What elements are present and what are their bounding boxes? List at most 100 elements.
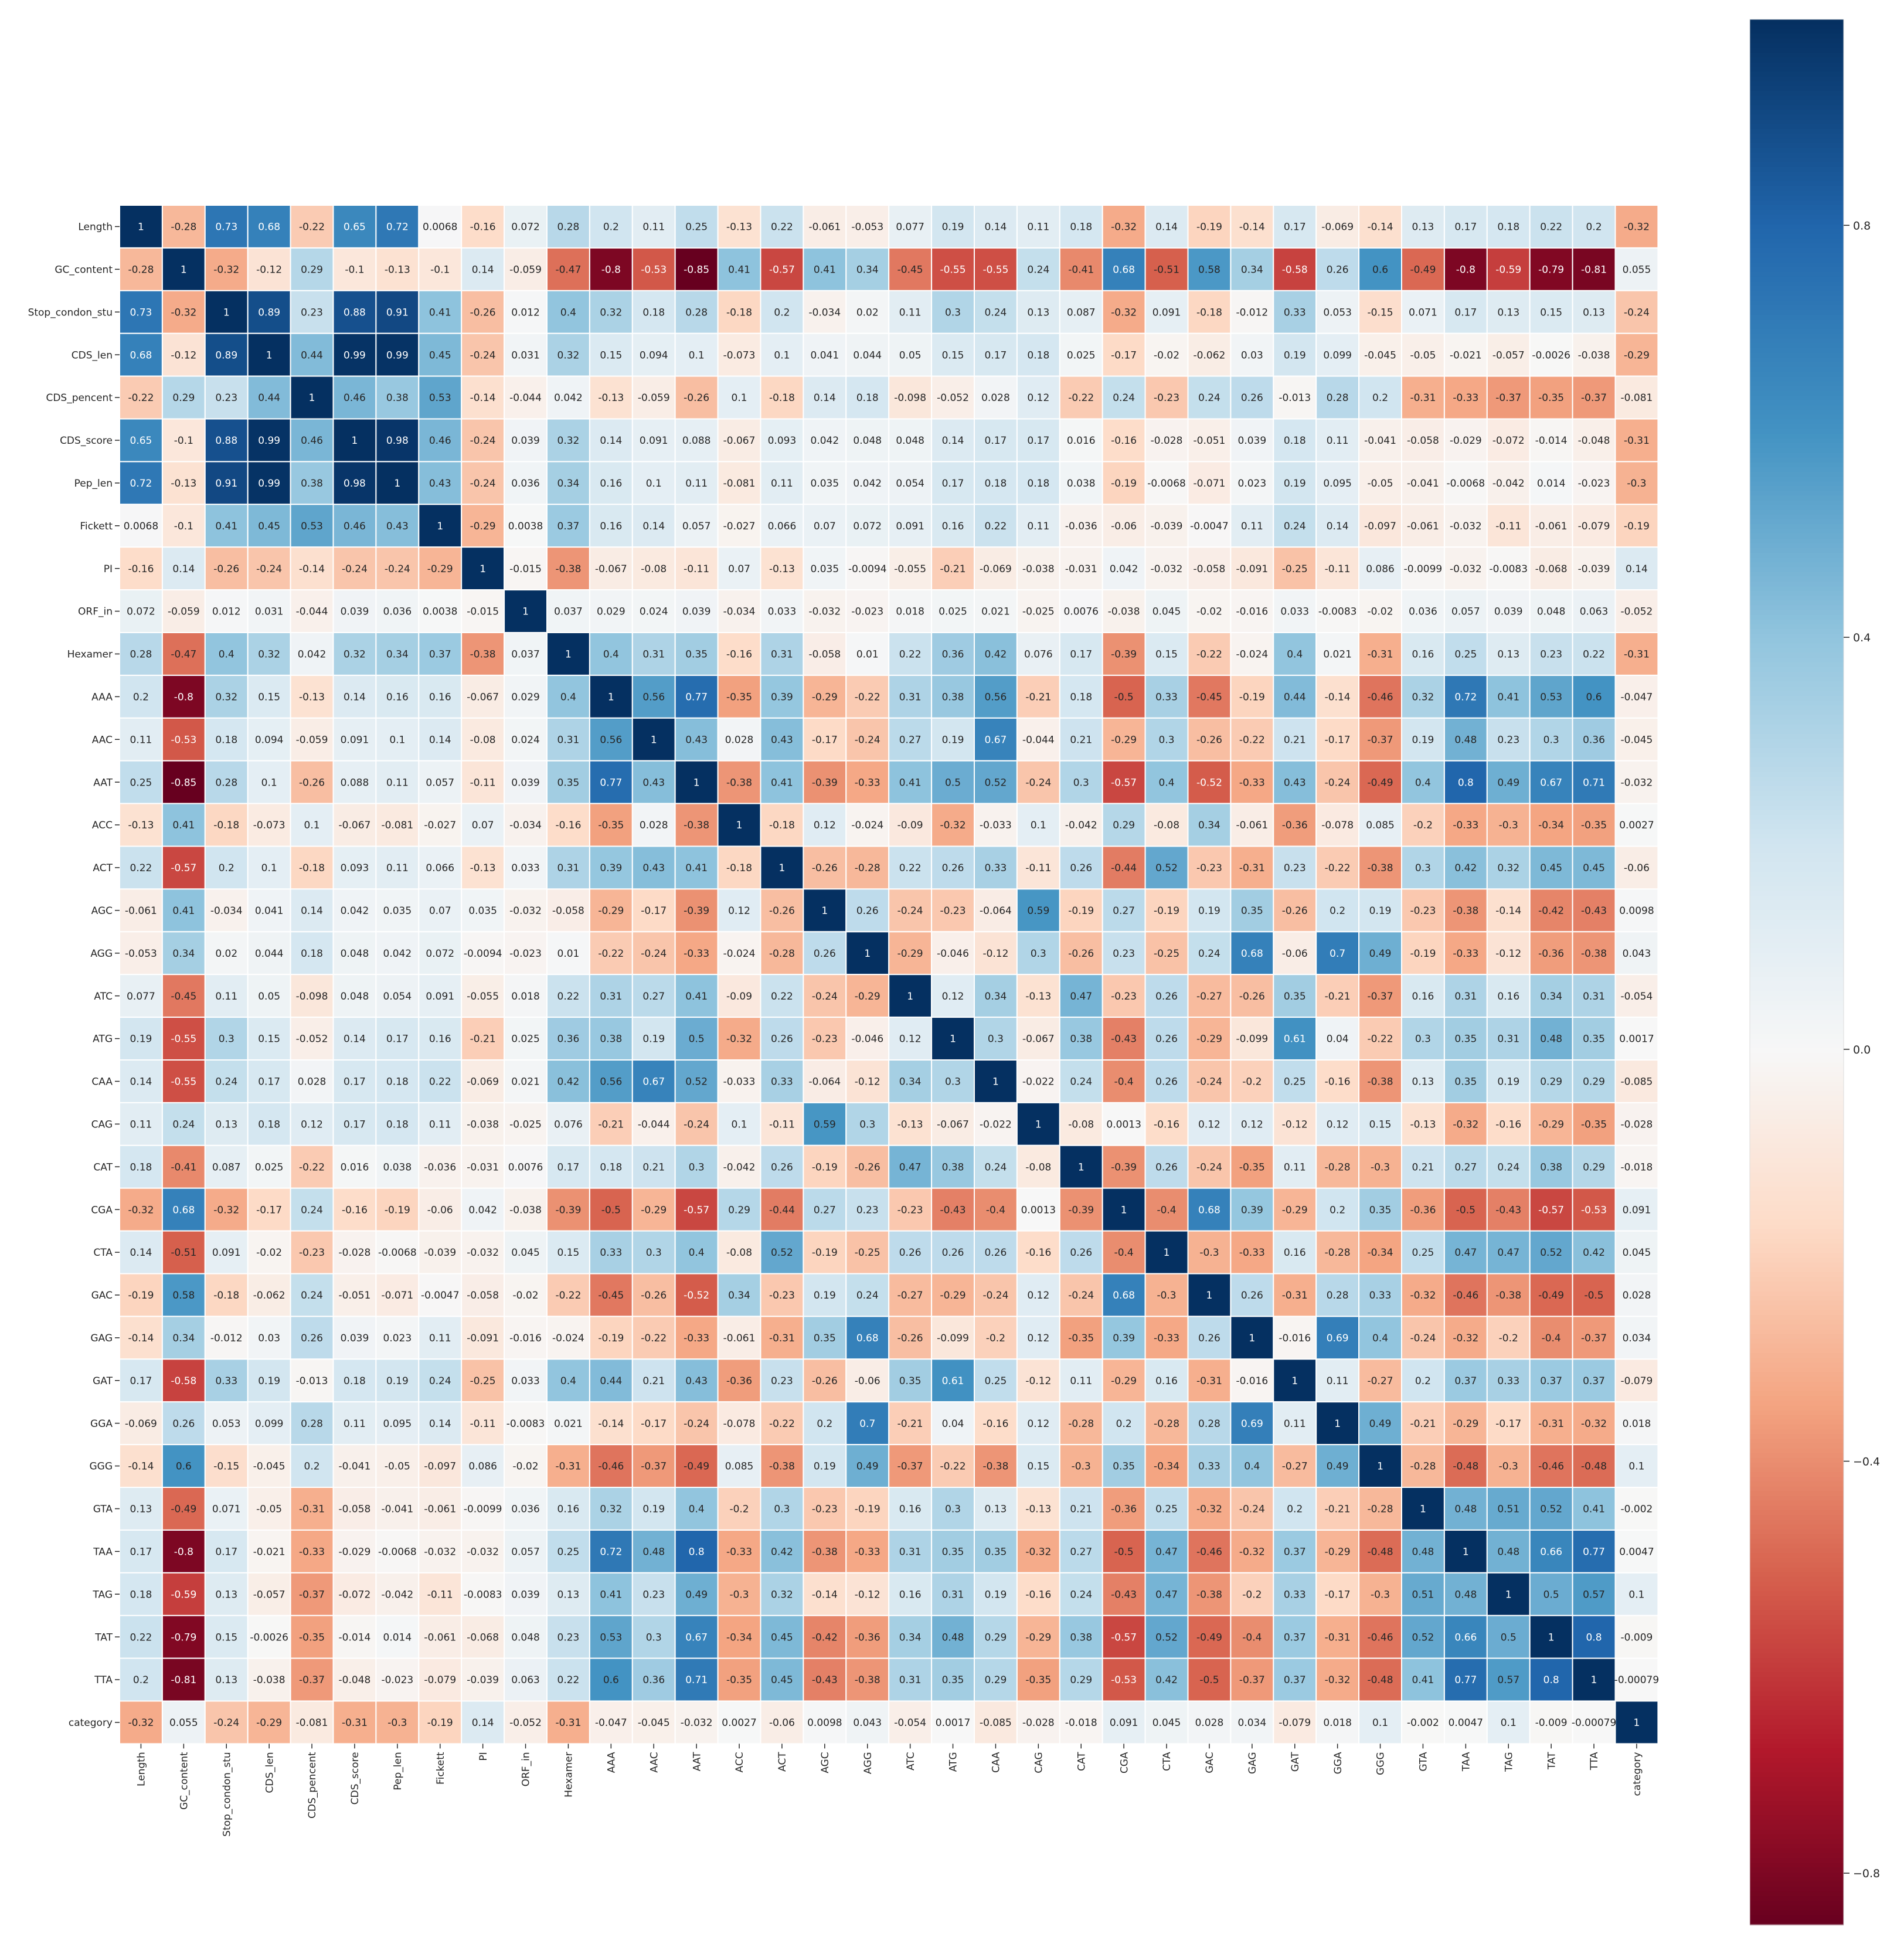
x-tick-label-gta: GTA (1418, 1752, 1430, 1772)
heatmap-cell-value: 1 (864, 948, 871, 960)
heatmap-cell (631, 888, 676, 933)
colorbar-segment (1750, 1210, 1844, 1216)
heatmap-cell (119, 717, 163, 762)
heatmap-cell (1101, 888, 1146, 933)
heatmap-cell (290, 332, 334, 377)
heatmap-cell (1614, 504, 1659, 548)
heatmap-cell-value: 0.36 (942, 649, 964, 661)
heatmap-cell-value: 0.61 (942, 1375, 964, 1387)
heatmap-cell-value: 0.19 (258, 1375, 280, 1387)
heatmap-cell (1144, 888, 1189, 933)
heatmap-cell-value: 0.45 (1540, 862, 1562, 874)
heatmap-cell (1529, 760, 1573, 804)
heatmap-cell (1614, 1316, 1659, 1360)
colorbar-segment (1750, 558, 1844, 563)
heatmap-cell-value: -0.064 (980, 905, 1012, 917)
heatmap-cell-value: 0.13 (1583, 307, 1605, 318)
heatmap-cell-value: -0.014 (339, 1632, 371, 1643)
heatmap-cell (760, 931, 804, 976)
heatmap-cell-value: -0.48 (1368, 1674, 1393, 1686)
heatmap-cell-value: 0.18 (856, 392, 879, 404)
heatmap-cell (1187, 1358, 1232, 1403)
heatmap-cell (461, 589, 505, 633)
heatmap-cell-value: 0.14 (429, 734, 451, 746)
heatmap-cell-value: 0.048 (853, 435, 882, 447)
heatmap-cell (332, 1273, 377, 1317)
heatmap-cell (1101, 375, 1146, 420)
heatmap-cell-value: -0.0047 (1190, 521, 1229, 532)
heatmap-cell (674, 1017, 719, 1061)
heatmap-cell-value: -0.054 (1621, 991, 1653, 1003)
x-tick-label-ggg: GGG (1375, 1752, 1387, 1775)
heatmap-cell (1315, 1358, 1360, 1403)
colorbar-segment (1750, 248, 1844, 254)
heatmap-cell (845, 760, 890, 804)
heatmap-cell (1187, 1572, 1232, 1616)
x-tick-label-tat: TAT (1546, 1752, 1558, 1770)
heatmap-cell (589, 974, 633, 1018)
heatmap-cell-value: -0.038 (1108, 606, 1140, 618)
heatmap-cell-value: 0.23 (1540, 649, 1562, 661)
heatmap-cell-value: 0.34 (1540, 991, 1562, 1003)
colorbar-segment (1750, 509, 1844, 515)
heatmap-cell-value: 0.47 (1155, 1546, 1178, 1558)
colorbar-segment (1750, 1320, 1844, 1326)
heatmap-cell-value: -0.0026 (250, 1632, 288, 1643)
heatmap-cell-value: 0.2 (817, 1418, 832, 1430)
heatmap-cell (1187, 888, 1232, 933)
heatmap-cell-value: 0.036 (511, 478, 540, 490)
heatmap-cell-value: 0.18 (344, 1375, 366, 1387)
heatmap-cell-value: -0.33 (299, 1546, 325, 1558)
heatmap-cell (803, 1230, 847, 1275)
heatmap-cell-value: -0.069 (1321, 222, 1354, 233)
heatmap-cell-value: -0.4 (1114, 1247, 1134, 1259)
heatmap-cell (247, 375, 291, 420)
heatmap-cell (504, 589, 548, 633)
heatmap-cell (1529, 1102, 1573, 1146)
heatmap-cell-value: -0.044 (509, 392, 542, 404)
colorbar-segment (1750, 905, 1844, 911)
colorbar-segment (1750, 81, 1844, 87)
heatmap-cell-value: -0.44 (1111, 862, 1137, 874)
heatmap-cell (717, 1700, 761, 1745)
heatmap-cell (717, 1230, 761, 1275)
colorbar-segment (1750, 753, 1844, 759)
heatmap-cell (1443, 461, 1488, 505)
heatmap-cell (803, 1615, 847, 1659)
heatmap-cell (1016, 803, 1060, 847)
heatmap-cell-value: 0.44 (258, 392, 280, 404)
colorbar-segment (1750, 1887, 1844, 1892)
heatmap-cell-value: 0.091 (1152, 307, 1181, 318)
heatmap-cell (1059, 1059, 1103, 1103)
heatmap-cell-value: 0.018 (511, 991, 540, 1003)
heatmap-cell-value: -0.078 (1321, 820, 1354, 831)
colorbar-segment (1750, 562, 1844, 568)
heatmap-cell-value: -0.029 (1450, 435, 1482, 447)
colorbar-tick-label: 0.8 (1853, 219, 1871, 232)
heatmap-cell-value: -0.28 (1325, 1247, 1351, 1259)
heatmap-cell-value: 0.68 (258, 222, 280, 233)
heatmap-cell-value: -0.19 (385, 1204, 410, 1216)
heatmap-cell (1230, 974, 1274, 1018)
heatmap-cell (504, 546, 548, 591)
y-tick-label-tag: TAG (92, 1589, 113, 1600)
heatmap-cell (1144, 1529, 1189, 1574)
heatmap-cell (546, 931, 590, 976)
heatmap-cell (803, 1444, 847, 1489)
heatmap-cell-value: -0.079 (424, 1674, 456, 1686)
heatmap-cell-value: 0.041 (811, 349, 839, 361)
heatmap-cell-value: 0.021 (981, 606, 1010, 618)
heatmap-cell (1101, 247, 1146, 291)
heatmap-cell-value: -0.073 (253, 820, 285, 831)
heatmap-cell-value: 0.44 (1284, 691, 1306, 703)
colorbar-segment (1750, 1439, 1844, 1445)
heatmap-cell-value: 0.14 (429, 1418, 451, 1430)
heatmap-cell-value: 0.23 (856, 1204, 879, 1216)
heatmap-cell (290, 1529, 334, 1574)
heatmap-cell (375, 1572, 420, 1616)
heatmap-cell-value: -0.018 (1621, 1161, 1653, 1173)
heatmap-cell-value: 0.15 (258, 691, 280, 703)
heatmap-cell-value: 0.21 (1284, 734, 1306, 746)
colorbar-segment (1750, 962, 1844, 968)
heatmap-cell-value: 0.48 (1540, 1034, 1562, 1045)
